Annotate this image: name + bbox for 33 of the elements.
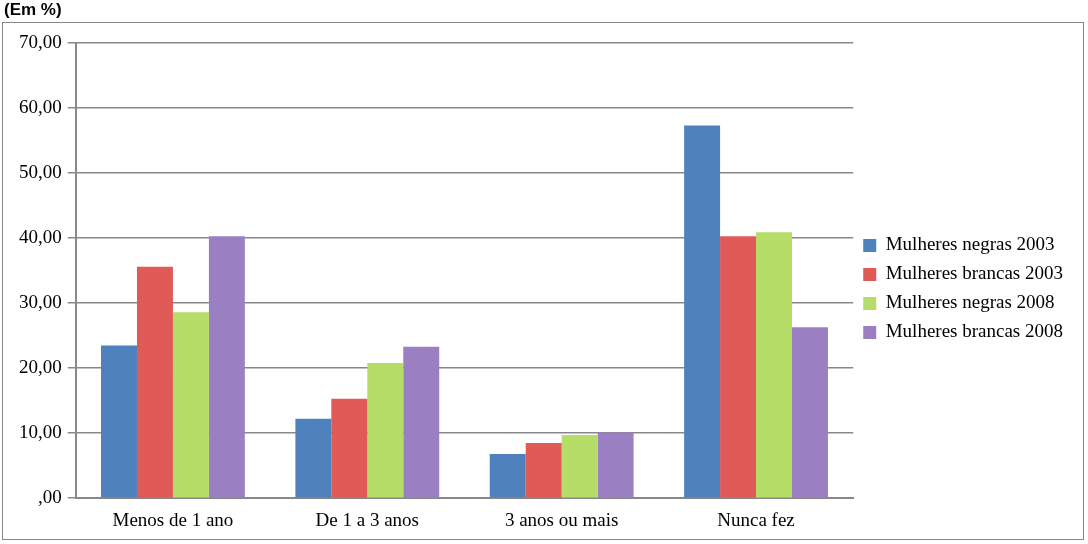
legend-label: Mulheres negras 2008 xyxy=(885,291,1055,313)
y-tick-label: 20,00 xyxy=(19,356,62,378)
chart-title: (Em %) xyxy=(4,0,62,20)
bar xyxy=(489,453,526,498)
x-tick-label: Nunca fez xyxy=(717,508,795,530)
x-tick-label: Menos de 1 ano xyxy=(112,508,234,530)
y-tick-label: 10,00 xyxy=(19,421,62,443)
bar xyxy=(101,345,137,498)
legend-label: Mulheres brancas 2008 xyxy=(885,320,1063,342)
y-tick-label: 40,00 xyxy=(19,226,62,248)
legend-label: Mulheres brancas 2003 xyxy=(885,262,1063,284)
bar xyxy=(331,398,368,498)
legend-label: Mulheres negras 2003 xyxy=(885,233,1055,255)
bar xyxy=(684,125,721,498)
bar xyxy=(791,327,828,498)
bar xyxy=(208,236,245,498)
bar xyxy=(597,432,634,498)
y-tick-label: 50,00 xyxy=(19,161,62,183)
y-tick-label: 30,00 xyxy=(19,291,62,313)
y-tick-label: ,00 xyxy=(38,486,62,508)
y-tick-label: 60,00 xyxy=(19,96,62,118)
bar xyxy=(367,362,404,498)
bar xyxy=(756,232,792,498)
bar xyxy=(525,442,562,498)
x-tick-label: De 1 a 3 anos xyxy=(315,508,420,530)
bar xyxy=(403,346,440,498)
bar xyxy=(136,266,173,498)
bar xyxy=(720,236,757,498)
x-tick-label: 3 anos ou mais xyxy=(504,508,619,530)
y-tick-label: 70,00 xyxy=(19,30,62,52)
bar xyxy=(295,418,332,498)
bar xyxy=(172,312,209,498)
bar xyxy=(561,435,598,498)
